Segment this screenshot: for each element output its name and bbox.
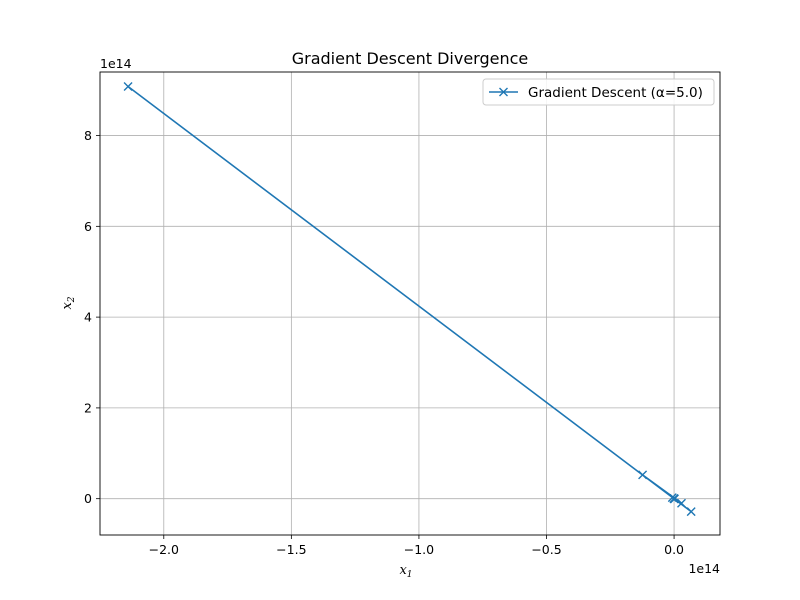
y-tick-label: 0	[84, 491, 92, 506]
x-tick-label: −2.0	[149, 542, 179, 557]
x-axis-label-subscript: 1	[407, 570, 413, 580]
data-point-marker	[686, 507, 696, 517]
x-tick-label: −0.5	[531, 542, 561, 557]
legend-marker-x-icon	[499, 87, 508, 97]
legend: Gradient Descent (α=5.0)	[482, 78, 715, 106]
ticks: −2.0 −1.5 −1.0 −0.5 0.0 0 2 4 6 8	[84, 128, 684, 557]
series-layer	[123, 82, 696, 517]
x-axis-label: x1	[399, 563, 412, 580]
y-axis-label-subscript: 2	[67, 296, 77, 303]
data-point-marker	[667, 493, 677, 503]
chart-title: Gradient Descent Divergence	[292, 49, 529, 68]
legend-label: Gradient Descent (α=5.0)	[528, 85, 703, 101]
x-tick-label: 0.0	[664, 542, 684, 557]
plot-frame	[99, 71, 721, 536]
grid	[100, 72, 720, 535]
x-axis-label-main: x	[399, 563, 407, 578]
x-tick-label: −1.0	[404, 542, 434, 557]
data-point-marker	[638, 470, 648, 480]
legend-box	[482, 78, 715, 106]
x-offset-label: 1e14	[688, 561, 720, 576]
y-tick-label: 2	[84, 400, 92, 415]
data-point-marker	[123, 82, 133, 92]
data-point-marker	[677, 498, 686, 508]
y-tick-label: 4	[84, 310, 92, 325]
y-axis-label-main: x	[60, 302, 75, 310]
y-tick-label: 8	[84, 128, 92, 143]
y-offset-label: 1e14	[100, 56, 132, 71]
y-axis-label: x2	[60, 296, 77, 309]
x-tick-label: −1.5	[276, 542, 306, 557]
y-tick-label: 6	[84, 219, 92, 234]
